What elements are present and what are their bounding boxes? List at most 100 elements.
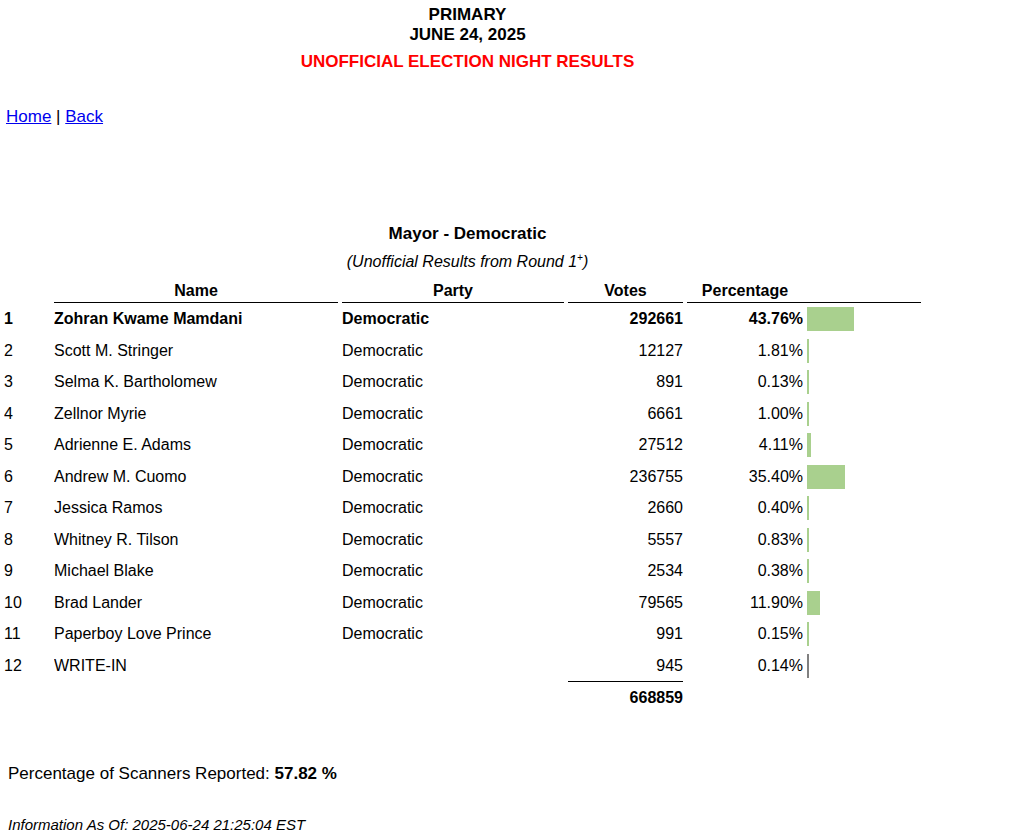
results-section: Mayor - Democratic (Unofficial Results f… bbox=[0, 223, 935, 713]
percentage-cell: 43.76% bbox=[687, 303, 803, 335]
votes-cell: 2534 bbox=[568, 555, 683, 587]
bar-cell bbox=[807, 461, 921, 493]
candidate-name-cell: Selma K. Bartholomew bbox=[54, 366, 338, 398]
candidate-name-cell: Jessica Ramos bbox=[54, 492, 338, 524]
nav-separator: | bbox=[56, 107, 60, 126]
votes-cell: 6661 bbox=[568, 398, 683, 430]
candidate-name-cell: Michael Blake bbox=[54, 555, 338, 587]
table-row: 11 Paperboy Love Prince Democratic 991 0… bbox=[4, 618, 921, 650]
percentage-bar bbox=[807, 622, 809, 646]
percentage-bar bbox=[807, 465, 845, 489]
bar-cell bbox=[807, 524, 921, 556]
percentage-cell: 0.13% bbox=[687, 366, 803, 398]
scanners-reported-line: Percentage of Scanners Reported: 57.82 % bbox=[0, 764, 935, 784]
rank-cell: 12 bbox=[4, 650, 50, 682]
bar-cell bbox=[807, 366, 921, 398]
rank-cell: 1 bbox=[4, 303, 50, 335]
candidate-name-cell: Paperboy Love Prince bbox=[54, 618, 338, 650]
table-row: 9 Michael Blake Democratic 2534 0.38% bbox=[4, 555, 921, 587]
votes-cell: 236755 bbox=[568, 461, 683, 493]
percentage-cell: 0.15% bbox=[687, 618, 803, 650]
total-votes-value: 668859 bbox=[568, 681, 683, 713]
party-cell: Democratic bbox=[342, 555, 564, 587]
percentage-bar bbox=[807, 339, 809, 363]
table-row: 10 Brad Lander Democratic 79565 11.90% bbox=[4, 587, 921, 619]
header-unofficial-banner: UNOFFICIAL ELECTION NIGHT RESULTS bbox=[0, 52, 935, 72]
results-table: Name Party Votes Percentage 1 Zohran Kwa… bbox=[0, 281, 925, 713]
percentage-cell: 11.90% bbox=[687, 587, 803, 619]
table-row: 5 Adrienne E. Adams Democratic 27512 4.1… bbox=[4, 429, 921, 461]
bar-cell bbox=[807, 429, 921, 461]
candidate-name-cell: Brad Lander bbox=[54, 587, 338, 619]
table-row: 6 Andrew M. Cuomo Democratic 236755 35.4… bbox=[4, 461, 921, 493]
rank-cell: 5 bbox=[4, 429, 50, 461]
rank-cell: 8 bbox=[4, 524, 50, 556]
table-row: 4 Zellnor Myrie Democratic 6661 1.00% bbox=[4, 398, 921, 430]
contest-subtitle-close: ) bbox=[583, 253, 588, 270]
bar-cell bbox=[807, 492, 921, 524]
header-election-date: JUNE 24, 2025 bbox=[0, 25, 935, 45]
total-row: 668859 bbox=[4, 681, 921, 713]
votes-cell: 891 bbox=[568, 366, 683, 398]
candidate-name-cell: Scott M. Stringer bbox=[54, 335, 338, 367]
rank-cell: 7 bbox=[4, 492, 50, 524]
percentage-bar bbox=[807, 591, 820, 615]
home-link[interactable]: Home bbox=[6, 107, 51, 126]
rank-column-header bbox=[4, 281, 50, 303]
percentage-bar bbox=[807, 402, 809, 426]
votes-cell: 5557 bbox=[568, 524, 683, 556]
rank-cell: 2 bbox=[4, 335, 50, 367]
party-cell: Democratic bbox=[342, 335, 564, 367]
party-cell: Democratic bbox=[342, 524, 564, 556]
name-column-header: Name bbox=[54, 281, 338, 303]
bar-cell bbox=[807, 398, 921, 430]
rank-cell: 6 bbox=[4, 461, 50, 493]
percentage-column-header: Percentage bbox=[687, 281, 921, 303]
rank-cell: 10 bbox=[4, 587, 50, 619]
party-cell: Democratic bbox=[342, 398, 564, 430]
candidate-name-cell: Andrew M. Cuomo bbox=[54, 461, 338, 493]
table-row: 1 Zohran Kwame Mamdani Democratic 292661… bbox=[4, 303, 921, 335]
table-row: 12 WRITE-IN 945 0.14% bbox=[4, 650, 921, 682]
contest-title: Mayor - Democratic bbox=[0, 223, 935, 245]
table-row: 3 Selma K. Bartholomew Democratic 891 0.… bbox=[4, 366, 921, 398]
votes-cell: 945 bbox=[568, 650, 683, 682]
bar-cell bbox=[807, 335, 921, 367]
back-link[interactable]: Back bbox=[65, 107, 103, 126]
votes-cell: 12127 bbox=[568, 335, 683, 367]
page-header: PRIMARY JUNE 24, 2025 UNOFFICIAL ELECTIO… bbox=[0, 5, 935, 72]
percentage-bar bbox=[807, 654, 809, 678]
bar-cell bbox=[807, 587, 921, 619]
header-primary-title: PRIMARY bbox=[0, 5, 935, 25]
contest-subtitle-text: (Unofficial Results from Round 1 bbox=[347, 253, 577, 270]
percentage-cell: 0.83% bbox=[687, 524, 803, 556]
rank-cell: 11 bbox=[4, 618, 50, 650]
candidate-name-cell: Zohran Kwame Mamdani bbox=[54, 303, 338, 335]
percentage-bar bbox=[807, 496, 809, 520]
scanners-reported-label: Percentage of Scanners Reported: bbox=[8, 764, 270, 783]
percentage-cell: 35.40% bbox=[687, 461, 803, 493]
page: PRIMARY JUNE 24, 2025 UNOFFICIAL ELECTIO… bbox=[0, 5, 935, 834]
party-cell: Democratic bbox=[342, 303, 564, 335]
table-row: 8 Whitney R. Tilson Democratic 5557 0.83… bbox=[4, 524, 921, 556]
candidate-name-cell: WRITE-IN bbox=[54, 650, 338, 682]
votes-cell: 292661 bbox=[568, 303, 683, 335]
party-cell: Democratic bbox=[342, 492, 564, 524]
bar-cell bbox=[807, 555, 921, 587]
party-cell: Democratic bbox=[342, 618, 564, 650]
results-table-footer: 668859 bbox=[4, 681, 921, 713]
contest-subtitle: (Unofficial Results from Round 1+) bbox=[0, 247, 935, 273]
rank-cell: 4 bbox=[4, 398, 50, 430]
percentage-bar bbox=[807, 433, 811, 457]
percentage-bar bbox=[807, 559, 809, 583]
table-row: 2 Scott M. Stringer Democratic 12127 1.8… bbox=[4, 335, 921, 367]
votes-cell: 27512 bbox=[568, 429, 683, 461]
party-cell: Democratic bbox=[342, 366, 564, 398]
candidate-name-cell: Adrienne E. Adams bbox=[54, 429, 338, 461]
rank-cell: 9 bbox=[4, 555, 50, 587]
percentage-cell: 1.00% bbox=[687, 398, 803, 430]
bar-cell bbox=[807, 650, 921, 682]
results-table-header: Name Party Votes Percentage bbox=[4, 281, 921, 303]
percentage-cell: 0.38% bbox=[687, 555, 803, 587]
rank-cell: 3 bbox=[4, 366, 50, 398]
